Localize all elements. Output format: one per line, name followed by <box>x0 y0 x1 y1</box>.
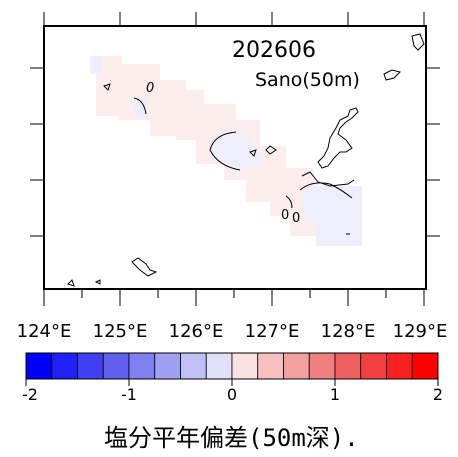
colorbar-labels: -2 -1 0 1 2 <box>22 385 443 404</box>
colorbar-swatch <box>128 352 156 380</box>
contour-label: 0 <box>281 208 289 223</box>
colorbar-swatch <box>334 352 362 380</box>
period-label: 202606 <box>232 38 316 63</box>
colorbar-label: 2 <box>433 385 443 404</box>
figure-caption: 塩分平年偏差(50m深). <box>104 424 359 452</box>
colorbar-swatch <box>51 352 78 380</box>
coastlines <box>67 33 425 287</box>
station-label: Sano(50m) <box>255 69 360 91</box>
colorbar-swatch <box>283 352 310 380</box>
colorbar-swatches <box>25 352 439 380</box>
colorbar-swatch <box>25 352 53 380</box>
lon-label-127: 127°E <box>245 321 300 342</box>
kumejima <box>265 145 277 155</box>
northern-islands <box>383 69 401 81</box>
colorbar-swatch <box>411 352 439 380</box>
negative-anomaly-region <box>90 56 362 246</box>
colorbar-label: -1 <box>121 385 137 404</box>
colorbar-swatch <box>360 352 387 380</box>
colorbar-swatch <box>205 352 233 380</box>
lon-label-125: 125°E <box>93 321 148 342</box>
lon-label-128: 128°E <box>321 321 376 342</box>
north-island-small <box>411 33 425 51</box>
kerama-islands <box>301 171 355 187</box>
colorbar-swatch <box>77 352 104 380</box>
miyako-island <box>131 257 158 277</box>
small-island-3 <box>67 279 75 287</box>
colorbar-swatch <box>257 352 284 380</box>
lon-label-126: 126°E <box>169 321 224 342</box>
colorbar-swatch <box>308 352 336 380</box>
colorbar: -2 -1 0 1 2 <box>22 352 443 404</box>
map-frame <box>43 25 427 290</box>
map-panel: 0 0 0 202606 Sano(50m) <box>17 12 448 342</box>
colorbar-label: 0 <box>227 385 237 404</box>
lon-label-124: 124°E <box>17 321 72 342</box>
contour-label: 0 <box>292 211 300 226</box>
colorbar-swatch <box>386 352 413 380</box>
colorbar-swatch <box>231 352 259 380</box>
small-island-2 <box>249 149 257 157</box>
longitude-labels: 124°E 125°E 126°E 127°E 128°E 129°E <box>17 321 448 342</box>
zero-contours <box>133 97 353 209</box>
colorbar-ticks <box>25 379 439 386</box>
colorbar-swatch <box>180 352 207 380</box>
colorbar-label: 1 <box>330 385 340 404</box>
lon-label-129: 129°E <box>393 321 448 342</box>
anomaly-shading <box>90 56 362 246</box>
small-island-1 <box>103 83 111 91</box>
contour-labels: 0 0 0 <box>146 81 300 226</box>
small-island-4 <box>94 279 101 285</box>
colorbar-label: -2 <box>22 385 38 404</box>
okinawa-island <box>317 107 359 169</box>
colorbar-swatch <box>102 352 130 380</box>
colorbar-swatch <box>154 352 181 380</box>
contour-label: 0 <box>146 81 154 96</box>
axis-ticks <box>30 12 440 306</box>
